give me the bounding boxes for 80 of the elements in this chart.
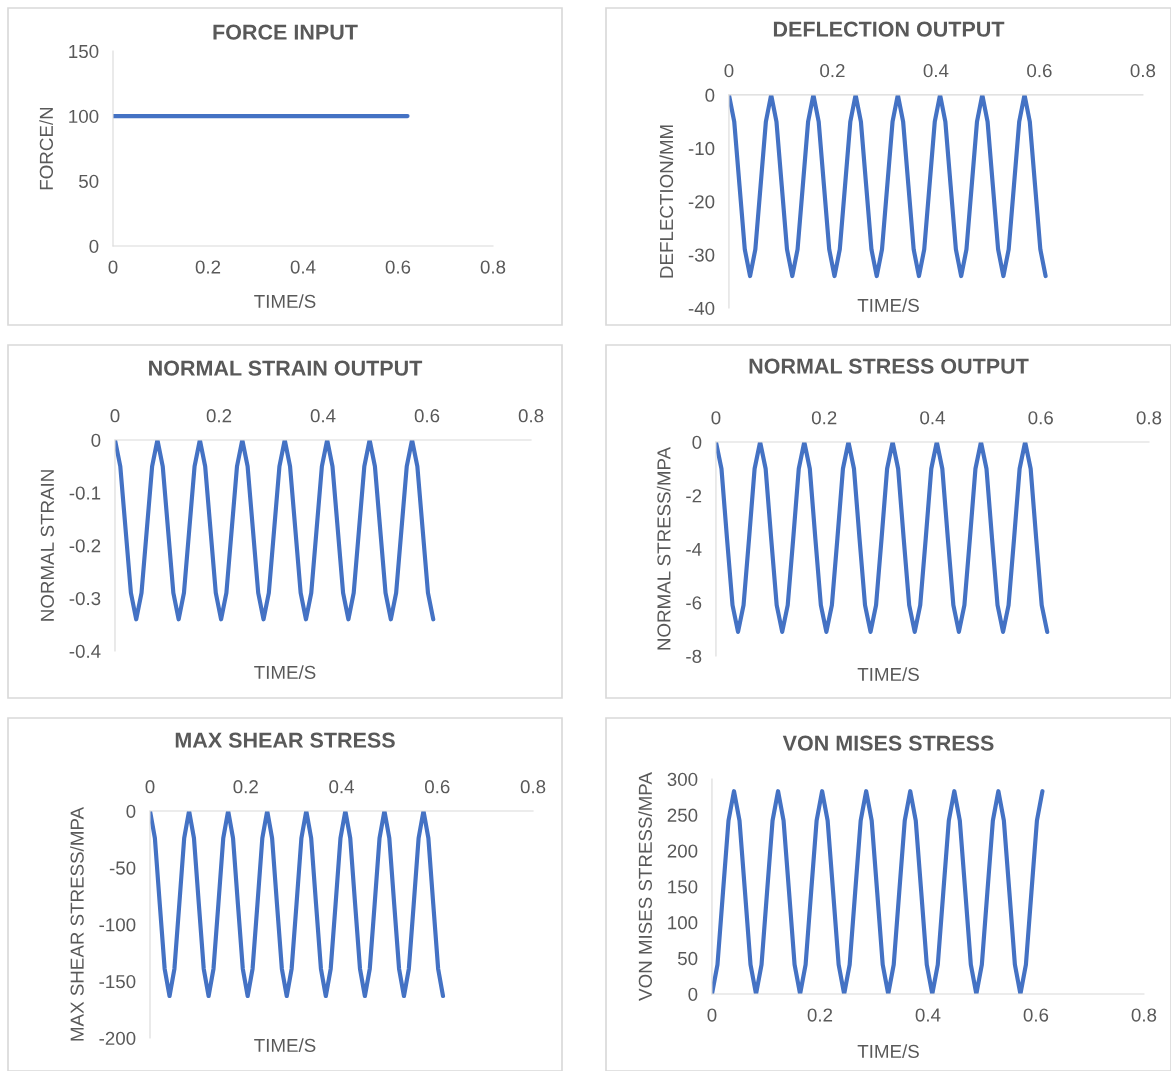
x-tick-label: 0.6 bbox=[424, 780, 450, 794]
x-tick-label: 0.2 bbox=[206, 409, 232, 423]
x-tick-label: 0 bbox=[145, 780, 155, 794]
y-tick-label: -2 bbox=[686, 489, 702, 503]
x-tick-label: 0.8 bbox=[480, 260, 506, 274]
x-tick-label: 0.6 bbox=[1027, 64, 1052, 78]
y-tick-label: -30 bbox=[688, 248, 715, 262]
x-tick-label: 0.4 bbox=[915, 1008, 941, 1022]
y-tick-label: 0 bbox=[89, 239, 99, 253]
x-tick-label: 0.2 bbox=[807, 1008, 833, 1022]
chart-title: NORMAL STRAIN OUTPUT bbox=[149, 360, 423, 376]
x-tick-label: 0.4 bbox=[920, 411, 945, 425]
y-tick-label: -40 bbox=[688, 301, 715, 315]
chart-title: DEFLECTION OUTPUT bbox=[773, 21, 1005, 37]
y-tick-label: 100 bbox=[69, 109, 99, 124]
y-tick-label: -8 bbox=[686, 649, 702, 663]
y-tick-label: -4 bbox=[686, 542, 702, 556]
x-axis-title: TIME/S bbox=[857, 667, 919, 682]
y-tick-label: 0 bbox=[688, 987, 698, 1001]
y-tick-label: 250 bbox=[667, 808, 698, 822]
x-tick-label: 0 bbox=[724, 64, 734, 78]
x-tick-label: 0.4 bbox=[329, 780, 355, 794]
y-tick-label: 300 bbox=[667, 772, 698, 787]
x-tick-label: 0.6 bbox=[414, 409, 440, 423]
line-series bbox=[150, 810, 446, 999]
y-tick-label: -0.3 bbox=[69, 591, 101, 606]
chart-title: FORCE INPUT bbox=[213, 24, 358, 40]
x-tick-label: 0.4 bbox=[310, 409, 336, 423]
x-tick-label: 0.8 bbox=[1136, 411, 1162, 425]
y-tick-label: -150 bbox=[99, 974, 136, 989]
x-tick-label: 0.8 bbox=[518, 409, 544, 423]
y-tick-label: 50 bbox=[79, 174, 99, 189]
x-tick-label: 0.6 bbox=[385, 260, 411, 274]
line-series bbox=[728, 94, 1048, 279]
y-tick-label: 150 bbox=[668, 880, 698, 894]
line-series bbox=[114, 439, 436, 622]
x-axis-title: TIME/S bbox=[254, 665, 316, 680]
y-tick-label: -50 bbox=[109, 861, 136, 875]
y-axis-title: MAX SHEAR STRESS/MPA bbox=[70, 806, 84, 1041]
x-axis-title: TIME/S bbox=[254, 1038, 316, 1053]
x-tick-label: 0.2 bbox=[820, 64, 845, 78]
x-tick-label: 0.2 bbox=[233, 780, 258, 794]
x-tick-label: 0.2 bbox=[195, 260, 221, 274]
y-tick-label: -0.4 bbox=[69, 644, 101, 658]
y-tick-label: 0 bbox=[692, 435, 702, 449]
y-axis-title: VON MISES STRESS/MPA bbox=[638, 772, 652, 1001]
chart-title: VON MISES STRESS bbox=[782, 735, 994, 751]
y-tick-label: 0 bbox=[91, 433, 101, 447]
y-tick-label: -0.1 bbox=[69, 486, 101, 500]
line-series bbox=[711, 789, 1045, 994]
x-tick-label: 0.4 bbox=[923, 64, 949, 78]
x-tick-label: 0.2 bbox=[811, 411, 837, 425]
x-tick-label: 0.8 bbox=[520, 780, 546, 794]
y-tick-label: -6 bbox=[686, 596, 702, 610]
y-axis-title: NORMAL STRESS/MPA bbox=[656, 446, 671, 650]
y-tick-label: 0 bbox=[705, 88, 715, 102]
y-axis-title: FORCE/N bbox=[39, 107, 54, 190]
y-tick-label: -200 bbox=[99, 1031, 136, 1045]
line-series bbox=[715, 442, 1050, 634]
y-tick-label: -100 bbox=[99, 918, 136, 932]
chart-title: MAX SHEAR STRESS bbox=[175, 732, 395, 748]
x-axis-title: TIME/S bbox=[254, 294, 316, 309]
y-tick-label: -20 bbox=[688, 195, 715, 209]
y-tick-label: -10 bbox=[688, 141, 715, 156]
x-tick-label: 0.6 bbox=[1023, 1008, 1049, 1022]
y-tick-label: -0.2 bbox=[69, 539, 101, 553]
y-tick-label: 150 bbox=[69, 44, 99, 59]
y-tick-label: 100 bbox=[668, 916, 698, 930]
x-axis-title: TIME/S bbox=[857, 1044, 919, 1059]
y-axis-title: DEFLECTION/MM bbox=[659, 125, 674, 278]
x-tick-label: 0.8 bbox=[1130, 64, 1156, 78]
y-tick-label: 50 bbox=[677, 951, 698, 966]
x-tick-label: 0.4 bbox=[290, 260, 316, 274]
y-tick-label: 200 bbox=[667, 844, 698, 858]
x-tick-label: 0.6 bbox=[1028, 411, 1053, 425]
y-axis-title: NORMAL STRAIN bbox=[40, 470, 54, 621]
chart-title: NORMAL STRESS OUTPUT bbox=[749, 358, 1029, 374]
y-tick-label: 0 bbox=[126, 804, 136, 818]
x-axis-title: TIME/S bbox=[857, 298, 919, 313]
x-tick-label: 0.8 bbox=[1131, 1008, 1157, 1022]
